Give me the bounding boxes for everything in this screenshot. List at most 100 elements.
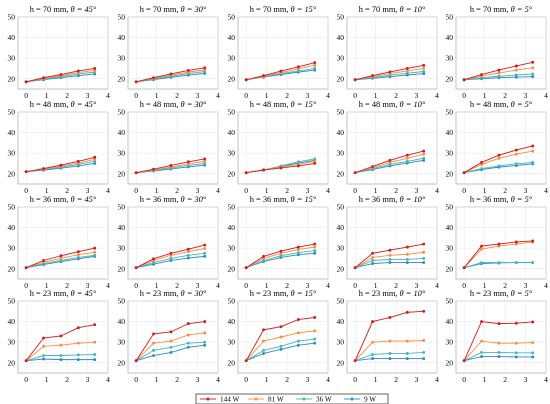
panel-title-h: h = 70 mm, (359, 5, 400, 14)
data-point (371, 357, 375, 361)
x-tick-label: 1 (483, 281, 487, 290)
data-point (93, 250, 97, 254)
data-point (296, 318, 300, 321)
data-point (514, 162, 518, 166)
x-tick-label: 1 (374, 375, 378, 384)
data-point (76, 341, 80, 345)
data-point (262, 259, 266, 262)
y-tick-label: 50 (228, 108, 236, 117)
x-tick-label: 4 (106, 186, 110, 195)
plot-area (346, 300, 438, 374)
y-tick-label: 30 (228, 149, 236, 158)
y-tick-label: 40 (118, 317, 126, 326)
y-tick-label: 50 (228, 297, 236, 306)
legend-label: 81 W (268, 396, 284, 404)
x-tick-label: 1 (374, 281, 378, 290)
x-tick-label: 1 (265, 281, 269, 290)
y-tick-label: 50 (337, 108, 345, 117)
data-point (422, 66, 426, 70)
subplot-2-3: h = 48 mm, θ = 15° 20 30 40 50 0 1 2 3 4 (228, 100, 331, 195)
x-tick-label: 3 (415, 186, 419, 195)
x-tick-label: 3 (306, 375, 310, 384)
data-point (514, 64, 518, 68)
y-tick-label: 30 (8, 244, 16, 253)
data-point (186, 341, 190, 345)
y-tick-label: 50 (118, 13, 126, 22)
y-tick-label: 50 (8, 297, 16, 306)
legend-swatch-marker (350, 397, 354, 401)
y-tick-label: 30 (118, 54, 126, 63)
subplot-3-5: h = 36 mm, θ = 5° 20 30 40 50 0 1 2 3 4 (446, 195, 549, 290)
x-tick-label: 1 (265, 91, 269, 100)
data-point (152, 261, 156, 264)
data-point (313, 251, 317, 255)
data-point (203, 331, 207, 335)
data-point (24, 266, 28, 270)
y-tick-label: 30 (337, 54, 345, 63)
y-tick-label: 40 (337, 128, 345, 137)
panel-title-h: h = 36 mm, (470, 195, 511, 204)
subplot-2-4: h = 48 mm, θ = 10° 20 30 40 50 0 1 2 3 4 (337, 100, 440, 195)
data-point (262, 256, 266, 260)
panel-title-theta: θ = 10° (400, 289, 426, 298)
x-tick-label: 1 (265, 375, 269, 384)
panel-title: h = 48 mm, θ = 15° (250, 100, 317, 109)
legend: 144 W 81 W 36 W 9 W (195, 393, 389, 404)
y-tick-label: 20 (337, 264, 345, 273)
data-point (93, 323, 97, 327)
data-point (59, 73, 63, 77)
panel-title-theta: θ = 15° (291, 5, 317, 14)
y-tick-label: 40 (446, 128, 454, 137)
x-tick-label: 0 (24, 375, 28, 384)
data-point (93, 155, 97, 159)
data-point (203, 68, 207, 72)
plot-area (237, 16, 329, 90)
plot-area (346, 206, 438, 280)
panel-title: h = 23 mm, θ = 10° (359, 289, 426, 298)
data-point (93, 246, 97, 250)
panel-title-h: h = 70 mm, (140, 5, 181, 14)
plot-area (455, 300, 547, 374)
data-point (313, 337, 317, 341)
data-point (514, 73, 518, 77)
x-tick-label: 1 (155, 186, 159, 195)
x-tick-label: 3 (196, 281, 200, 290)
data-point (93, 358, 97, 362)
y-tick-label: 20 (228, 264, 236, 273)
data-point (93, 66, 97, 70)
panel-title-h: h = 23 mm, (250, 289, 291, 298)
data-point (480, 320, 484, 324)
data-point (313, 61, 317, 65)
data-point (279, 344, 283, 348)
x-tick-label: 2 (394, 375, 398, 384)
data-point (422, 339, 426, 342)
data-point (422, 256, 426, 260)
data-point (531, 144, 535, 148)
x-tick-label: 4 (326, 375, 330, 384)
panel-title-theta: θ = 30° (181, 195, 207, 204)
data-point (497, 355, 501, 358)
subplot-4-2: h = 23 mm, θ = 30° 20 30 40 50 0 1 2 3 4 (118, 289, 221, 384)
data-point (42, 336, 46, 340)
data-point (42, 357, 46, 361)
x-tick-label: 4 (435, 281, 439, 290)
data-point (313, 157, 317, 161)
data-point (152, 348, 156, 352)
x-tick-label: 4 (435, 186, 439, 195)
y-tick-label: 50 (446, 297, 454, 306)
data-point (313, 329, 317, 333)
plot-area (17, 16, 109, 90)
panel-title-theta: θ = 5° (511, 100, 533, 109)
x-tick-label: 3 (86, 375, 90, 384)
y-tick-label: 20 (446, 169, 454, 178)
data-point (169, 164, 173, 167)
data-point (531, 261, 535, 264)
data-point (531, 66, 535, 70)
panel-title-h: h = 70 mm, (30, 5, 71, 14)
data-point (405, 357, 409, 361)
data-point (405, 69, 409, 73)
panel-title-h: h = 70 mm, (250, 5, 291, 14)
legend-items: 144 W 81 W 36 W 9 W (200, 396, 376, 404)
subplot-4-1: h = 23 mm, θ = 45° 20 30 40 50 0 1 2 3 4 (8, 289, 111, 384)
